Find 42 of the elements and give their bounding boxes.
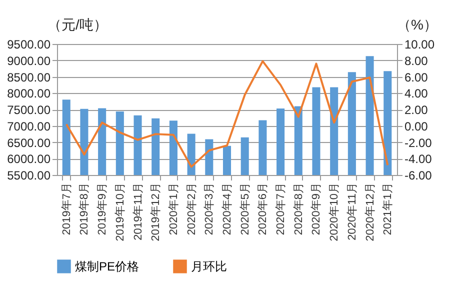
x-tick-label: 2019年8月 [78,182,91,236]
x-tick-label: 2020年5月 [239,182,252,236]
x-tick-label: 2019年9月 [96,182,109,236]
y-tick-label: 9000.00 [7,54,51,68]
x-tick-label: 2019年10月 [114,182,126,242]
x-tick-label: 2019年7月 [60,182,73,236]
y-tick-label: 5500.00 [7,168,51,182]
x-tick-label: 2020年7月 [275,182,288,236]
legend-label: 月环比 [191,259,227,274]
y-tick-label: 7000.00 [7,119,51,134]
x-tick-label: 2020年11月 [346,182,358,240]
y2-tick-label: 10.00 [404,38,435,52]
x-tick-label: 2020年2月 [186,182,198,236]
x-tick-label: 2020年3月 [204,182,216,236]
x-tick-label: 2020年8月 [292,182,305,236]
y-tick-label: 6000.00 [7,152,51,166]
x-tick-label: 2020年12月 [364,182,376,242]
x-tick-label: 2019年11月 [132,182,144,240]
line-series [65,60,389,168]
y2-tick-label: -6.00 [404,168,432,182]
x-tick-label: 2019年12月 [150,182,162,242]
y-tick-label: 7500.00 [7,103,51,117]
y2-tick-label: 4.00 [404,86,428,101]
y2-tick-label: -2.00 [404,136,432,150]
x-tick-label: 2020年10月 [328,182,341,242]
y-tick-label: 9500.00 [7,38,51,52]
x-tick-label: 2020年6月 [257,182,270,236]
legend-label: 煤制PE价格 [75,259,140,274]
y2-axis-title: （%） [397,16,438,32]
x-tick-label: 2020年9月 [310,182,323,236]
y2-tick-label: 0.00 [404,119,428,134]
x-tick-label: 2020年1月 [168,182,180,236]
x-tick-label: 2020年4月 [222,182,234,236]
x-tick-label: 2021年1月 [382,182,394,236]
y2-tick-label: 2.00 [404,103,428,117]
y-tick-label: 8500.00 [7,70,51,84]
y-tick-label: 8000.00 [7,86,51,101]
y2-tick-label: -4.00 [404,152,432,166]
y2-tick-label: 8.00 [404,54,428,68]
y2-tick-label: 6.00 [404,70,428,84]
y-axis-title: （元/吨） [48,16,108,32]
y-tick-label: 6500.00 [7,136,51,150]
